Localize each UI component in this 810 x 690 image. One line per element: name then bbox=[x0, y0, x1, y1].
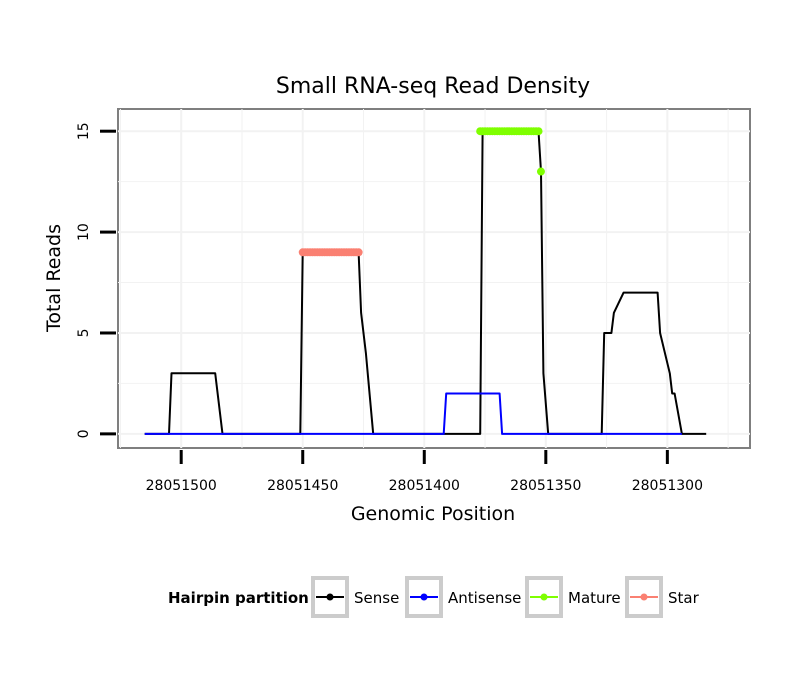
x-tick-label: 28051500 bbox=[146, 478, 217, 494]
series-point-mature bbox=[534, 127, 543, 136]
y-tick-label: 15 bbox=[76, 122, 92, 140]
legend-key-point bbox=[540, 593, 548, 601]
legend-item-star: Star bbox=[625, 576, 700, 618]
series-point-star bbox=[354, 248, 363, 257]
y-axis: 0 5 10 15 bbox=[76, 122, 116, 438]
x-tick-label: 28051450 bbox=[267, 478, 338, 494]
legend-key-point bbox=[640, 593, 648, 601]
legend-title: Hairpin partition bbox=[168, 589, 309, 607]
y-tick-label: 5 bbox=[76, 329, 92, 338]
legend-label: Antisense bbox=[448, 589, 521, 607]
x-tick-label: 28051300 bbox=[632, 478, 703, 494]
x-tick-label: 28051400 bbox=[389, 478, 460, 494]
y-axis-title: Total Reads bbox=[43, 224, 65, 333]
x-axis: 28051500 28051450 28051400 28051350 28051300 bbox=[146, 450, 703, 494]
legend-key-point bbox=[326, 593, 334, 601]
legend-label: Sense bbox=[354, 589, 399, 607]
legend-item-antisense: Antisense bbox=[405, 576, 521, 618]
series-point-mature bbox=[536, 167, 545, 176]
y-tick-label: 10 bbox=[76, 223, 92, 241]
chart-title: Small RNA-seq Read Density bbox=[276, 74, 590, 99]
legend-item-mature: Mature bbox=[525, 576, 621, 618]
y-tick-label: 0 bbox=[76, 429, 92, 438]
x-axis-title: Genomic Position bbox=[351, 503, 515, 525]
series-layer bbox=[144, 127, 707, 435]
panel-border bbox=[117, 108, 751, 449]
series-line-antisense bbox=[144, 392, 682, 435]
legend-label: Star bbox=[668, 589, 700, 607]
legend-item-sense: Sense bbox=[311, 576, 399, 618]
legend-key-point bbox=[420, 593, 428, 601]
plot-area bbox=[117, 108, 751, 449]
x-tick-label: 28051350 bbox=[510, 478, 581, 494]
legend: Hairpin partition Sense Antisense Mature St… bbox=[168, 576, 700, 618]
legend-entries: Sense Antisense Mature Star bbox=[311, 576, 700, 618]
legend-label: Mature bbox=[568, 589, 621, 607]
